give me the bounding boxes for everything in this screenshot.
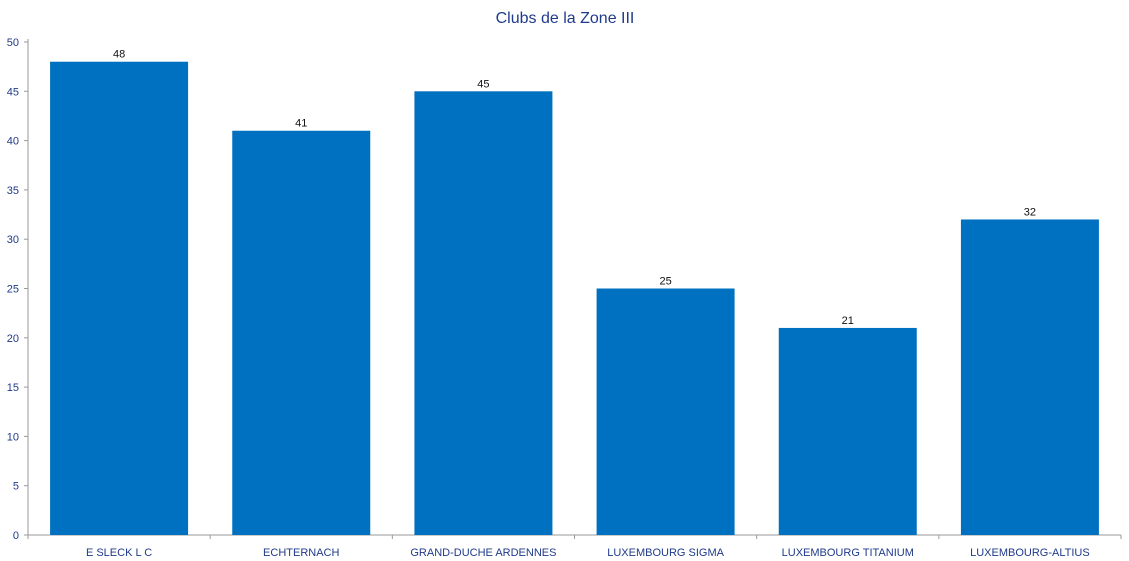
y-tick-label: 10 xyxy=(7,431,19,443)
bar xyxy=(232,130,371,536)
y-tick-label: 50 xyxy=(7,37,19,49)
x-tick-label: LUXEMBOURG-ALTIUS xyxy=(970,547,1090,559)
data-label: 45 xyxy=(477,78,489,90)
x-axis: E SLECK L C ECHTERNACH GRAND-DUCHE ARDENNE… xyxy=(27,534,1122,559)
y-axis: 0 5 10 15 20 25 30 35 40 45 50 xyxy=(7,37,29,542)
y-tick-label: 5 xyxy=(13,481,19,493)
y-tick-label: 0 xyxy=(13,530,19,542)
bar xyxy=(50,61,189,535)
data-label: 21 xyxy=(842,315,854,327)
data-label: 25 xyxy=(659,276,671,288)
x-tick-label: E SLECK L C xyxy=(86,547,152,559)
y-tick-label: 40 xyxy=(7,136,19,148)
bar xyxy=(778,327,917,535)
bars xyxy=(50,61,1099,536)
y-tick-label: 35 xyxy=(7,185,19,197)
bar xyxy=(596,288,735,535)
y-tick-label: 30 xyxy=(7,234,19,246)
bar xyxy=(960,219,1099,536)
data-labels: 48 41 45 25 21 32 xyxy=(113,49,1036,327)
data-label: 48 xyxy=(113,49,125,61)
x-tick-label: ECHTERNACH xyxy=(263,547,339,559)
data-label: 32 xyxy=(1024,206,1036,218)
data-label: 41 xyxy=(295,118,307,130)
y-tick-label: 20 xyxy=(7,333,19,345)
y-tick-label: 25 xyxy=(7,284,19,296)
y-tick-label: 15 xyxy=(7,382,19,394)
chart-title: Clubs de la Zone III xyxy=(496,10,635,27)
x-tick-label: LUXEMBOURG TITANIUM xyxy=(782,547,914,559)
y-tick-label: 45 xyxy=(7,86,19,98)
x-tick-label: LUXEMBOURG SIGMA xyxy=(607,547,724,559)
bar xyxy=(414,91,553,536)
x-tick-label: GRAND-DUCHE ARDENNES xyxy=(410,547,556,559)
